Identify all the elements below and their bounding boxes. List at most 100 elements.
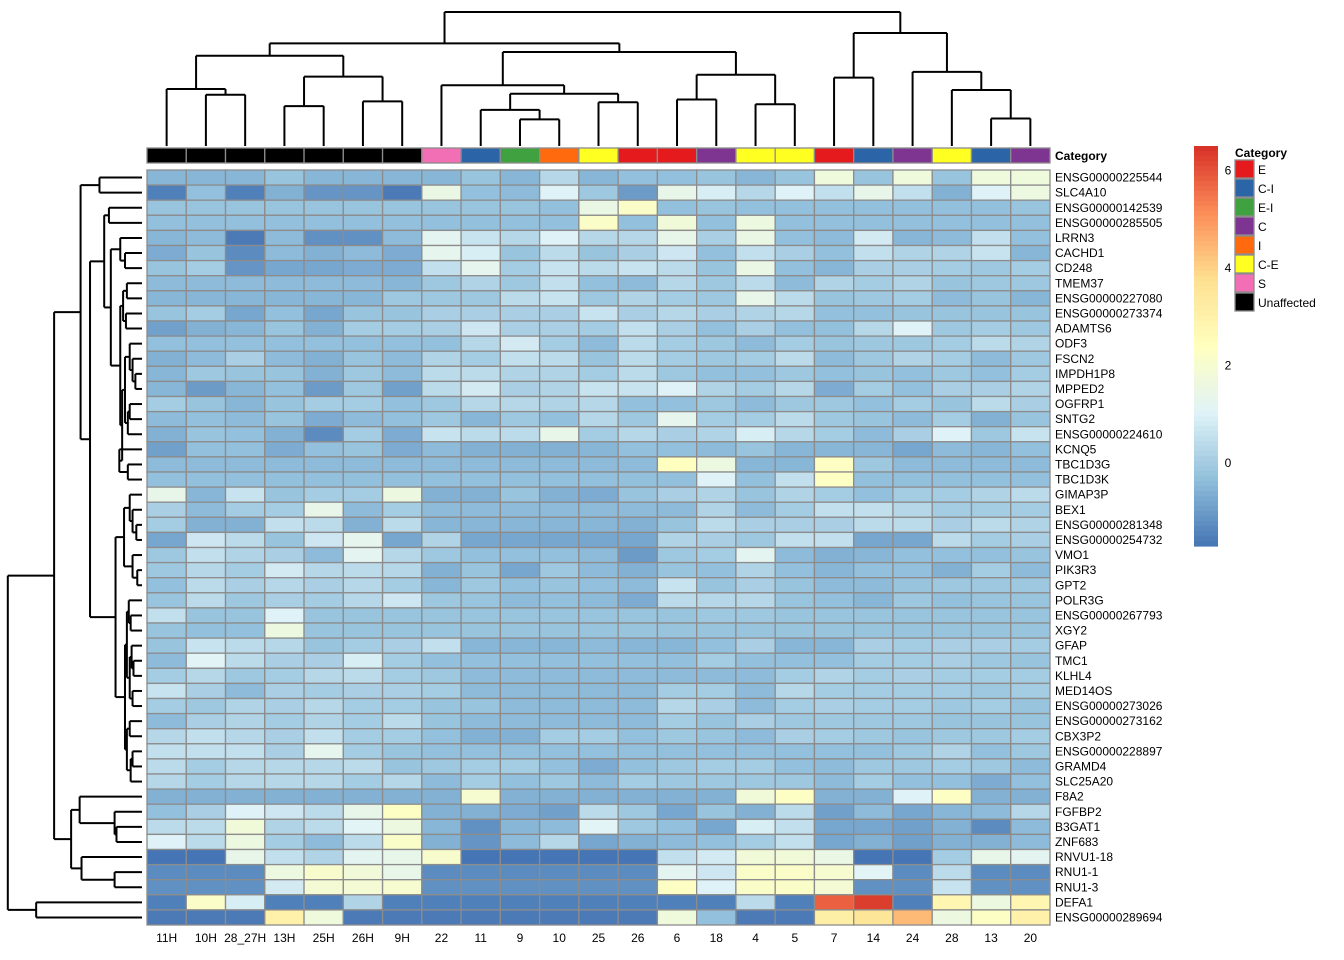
heatmap-cell (264, 259, 305, 277)
colorbar-segment (1194, 301, 1218, 307)
heatmap-cell (617, 833, 659, 851)
heatmap-cell (617, 380, 659, 398)
heatmap-cell (774, 395, 816, 413)
heatmap-cell (421, 592, 462, 609)
heatmap-cell (460, 863, 501, 881)
heatmap-cell (538, 577, 580, 594)
heatmap-cell (342, 833, 384, 851)
heatmap-cell (224, 743, 266, 760)
heatmap-cell (578, 501, 619, 518)
heatmap-cell (696, 848, 737, 866)
heatmap-cell (970, 365, 1012, 383)
heatmap-cell (499, 577, 541, 594)
heatmap-cell (892, 697, 933, 715)
colorbar-segment (1194, 296, 1218, 302)
heatmap-cell (303, 426, 344, 443)
heatmap-cell (146, 637, 187, 654)
heatmap-cell (774, 803, 816, 820)
colorbar-segment (1194, 411, 1218, 417)
heatmap-cell (735, 863, 776, 881)
heatmap-cell (1010, 773, 1051, 790)
heatmap-cell (853, 546, 894, 564)
annotation-cell (656, 147, 698, 164)
heatmap-cell (460, 894, 501, 911)
heatmap-cell (931, 184, 973, 201)
heatmap-cell (813, 682, 855, 700)
heatmap-cell (578, 561, 619, 579)
heatmap-cell (696, 199, 737, 216)
heatmap-cell (303, 712, 344, 730)
heatmap-cell (146, 229, 187, 247)
heatmap-cell (774, 229, 816, 247)
heatmap-cell (264, 863, 305, 881)
heatmap-cell (499, 788, 541, 805)
heatmap-cell (421, 803, 462, 820)
heatmap-cell (578, 607, 619, 624)
heatmap-cell (970, 577, 1012, 594)
heatmap-cell (853, 244, 894, 262)
heatmap-cell (1010, 531, 1051, 549)
heatmap-cell (931, 682, 973, 700)
heatmap-cell (264, 350, 305, 367)
heatmap-cell (381, 743, 423, 760)
heatmap-cell (774, 426, 816, 443)
row-label: ENSG00000254732 (1055, 533, 1163, 547)
annotation-label: Category (1055, 149, 1107, 163)
heatmap-cell (656, 788, 698, 805)
heatmap-cell (774, 773, 816, 790)
heatmap-cell (970, 199, 1012, 216)
heatmap-cell (774, 818, 816, 836)
row-label: SLC4A10 (1055, 186, 1107, 200)
heatmap-cell (342, 365, 384, 383)
heatmap-cell (185, 199, 227, 216)
heatmap-cell (146, 879, 187, 896)
heatmap-cell (264, 516, 305, 534)
heatmap-cell (381, 169, 423, 186)
heatmap-cell (774, 275, 816, 292)
heatmap-cell (813, 169, 855, 186)
heatmap-cell (538, 592, 580, 609)
heatmap-cell (617, 290, 659, 307)
heatmap-cell (892, 456, 933, 473)
heatmap-cell (264, 290, 305, 307)
colorbar-segment (1194, 201, 1218, 207)
heatmap-cell (342, 456, 384, 473)
column-label: 28 (945, 931, 959, 945)
colorbar-segment (1194, 176, 1218, 182)
heatmap-cell (813, 863, 855, 881)
heatmap-cell (696, 471, 737, 488)
heatmap-cell (146, 456, 187, 473)
row-label: PIK3R3 (1055, 563, 1097, 577)
heatmap-cell (303, 863, 344, 881)
heatmap-cell (774, 486, 816, 503)
heatmap-cell (224, 622, 266, 639)
legend-label: C-E (1258, 258, 1279, 272)
heatmap-cell (813, 305, 855, 322)
colorbar-segment (1194, 336, 1218, 342)
heatmap-cell (696, 214, 737, 232)
heatmap-cell (499, 350, 541, 367)
heatmap-cell (813, 456, 855, 473)
heatmap-cell (538, 320, 580, 337)
heatmap-cell (735, 637, 776, 654)
annotation-cell (931, 147, 973, 164)
legend-swatch (1234, 273, 1255, 293)
heatmap-cell (931, 743, 973, 760)
heatmap-cell (735, 652, 776, 669)
heatmap-cell (460, 199, 501, 216)
heatmap-cell (656, 803, 698, 820)
colorbar-segment (1194, 216, 1218, 222)
heatmap-cell (617, 456, 659, 473)
colorbar-segment (1194, 386, 1218, 392)
heatmap-cell (224, 350, 266, 367)
heatmap-cell (735, 788, 776, 805)
category-legend: Category E C-I E-I CI C-E S Unaffected (1234, 146, 1316, 312)
heatmap-cell (931, 592, 973, 609)
heatmap-cell (381, 652, 423, 669)
heatmap-cell (617, 365, 659, 383)
heatmap-cell (421, 290, 462, 307)
heatmap-cell (931, 516, 973, 534)
heatmap-cell (578, 365, 619, 383)
heatmap-cell (185, 561, 227, 579)
heatmap-cell (381, 546, 423, 564)
